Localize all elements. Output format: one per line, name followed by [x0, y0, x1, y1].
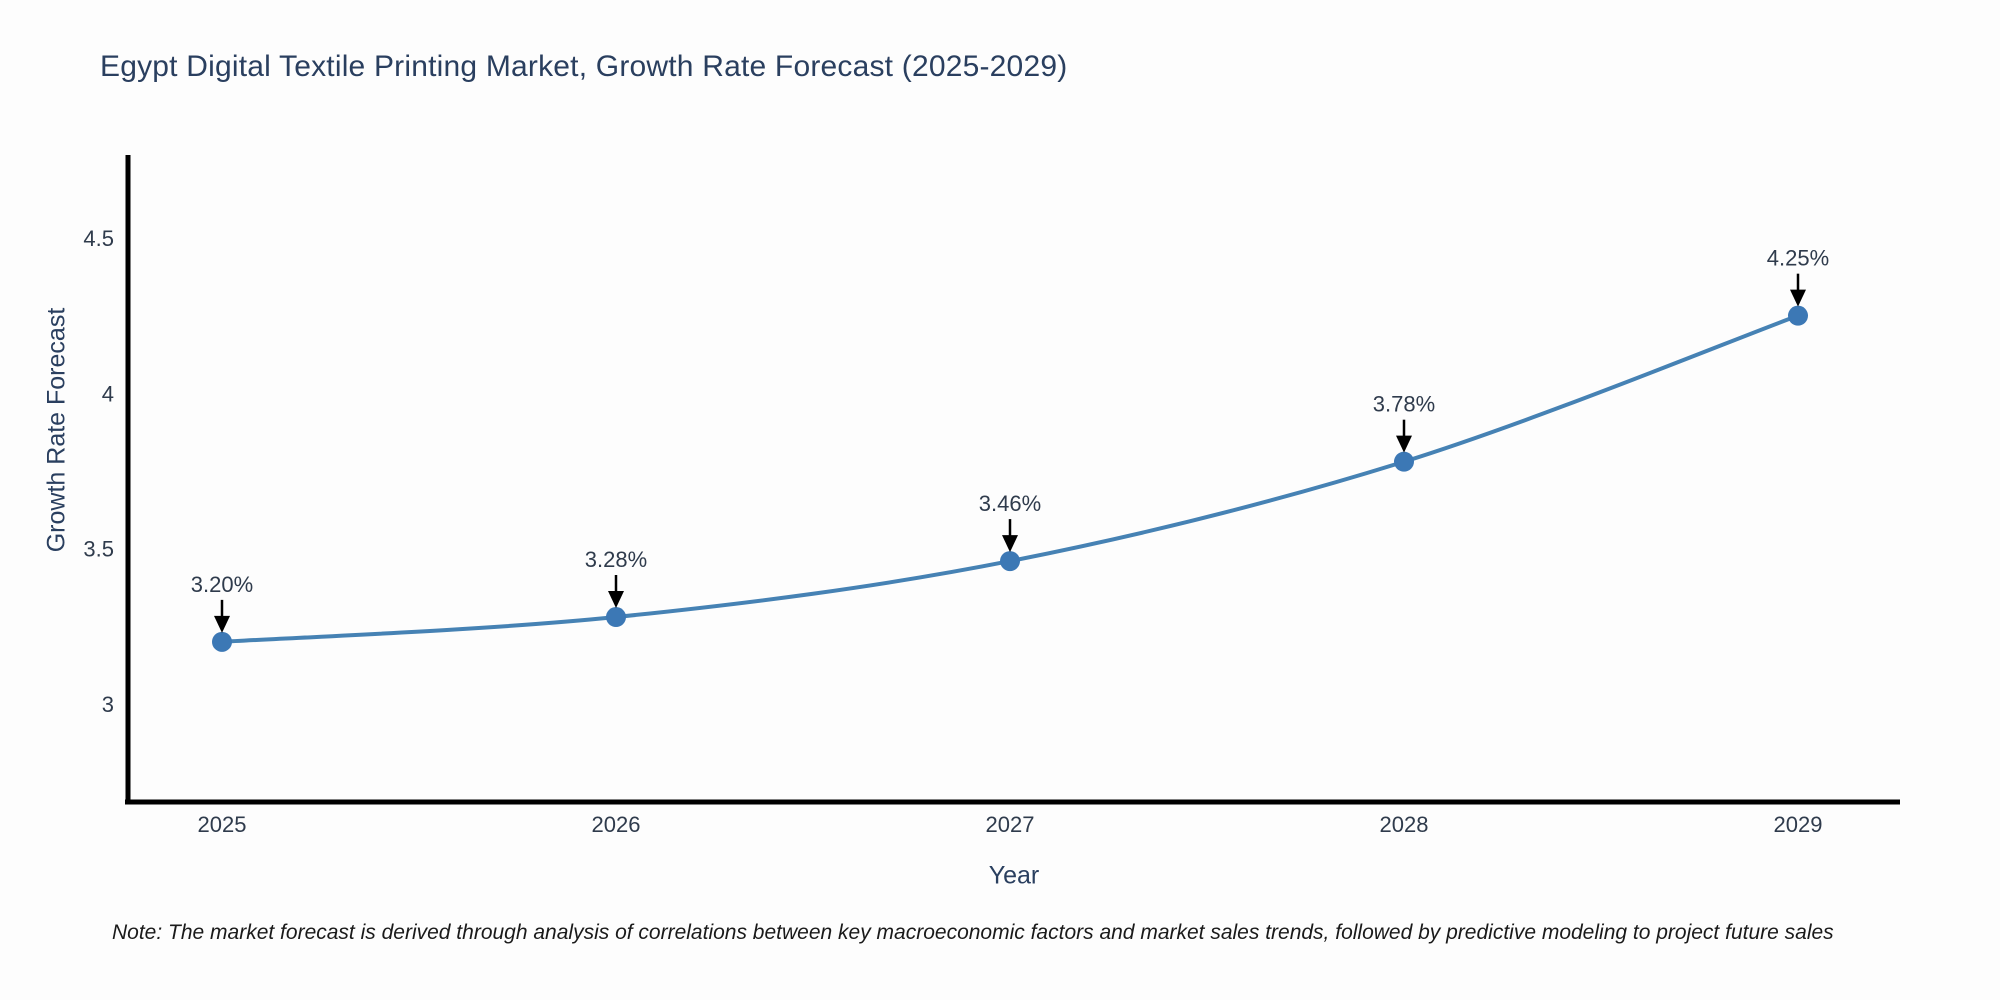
data-point-label: 3.46%	[979, 491, 1041, 516]
y-axis-title: Growth Rate Forecast	[42, 307, 71, 553]
annotation-arrowhead	[1790, 289, 1806, 307]
y-tick-label: 4	[102, 381, 114, 406]
annotation-arrowhead	[1002, 535, 1018, 553]
y-tick-label: 3	[102, 692, 114, 717]
annotation-arrowhead	[214, 615, 230, 633]
data-point-label: 3.20%	[191, 572, 253, 597]
x-tick-label: 2027	[986, 812, 1035, 837]
data-point-label: 3.78%	[1373, 392, 1435, 417]
annotation-arrowhead	[1396, 435, 1412, 453]
x-axis-title: Year	[988, 861, 1040, 890]
x-tick-label: 2026	[592, 812, 641, 837]
data-point-label: 3.28%	[585, 547, 647, 572]
x-tick-label: 2028	[1380, 812, 1429, 837]
data-point-marker	[606, 607, 626, 628]
x-tick-label: 2025	[198, 812, 247, 837]
annotation-arrowhead	[608, 591, 624, 609]
chart-title: Egypt Digital Textile Printing Market, G…	[100, 50, 1068, 83]
trend-line	[220, 313, 1800, 644]
y-tick-label: 4.5	[83, 226, 114, 251]
data-point-marker	[1000, 551, 1020, 572]
footnote: Note: The market forecast is derived thr…	[112, 921, 1834, 944]
data-point-marker	[1788, 305, 1808, 326]
data-point-marker	[212, 631, 232, 652]
data-point-label: 4.25%	[1767, 246, 1829, 271]
y-tick-label: 3.5	[83, 537, 114, 562]
x-tick-label: 2029	[1774, 812, 1823, 837]
data-point-marker	[1394, 451, 1414, 472]
